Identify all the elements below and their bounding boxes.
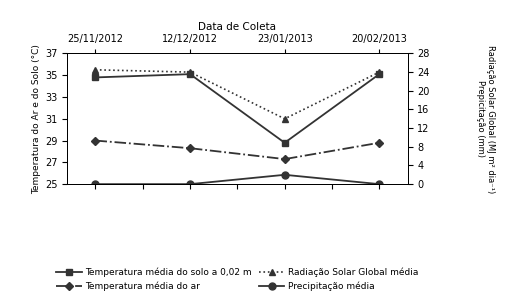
Line: Precipitação média: Precipitação média [92, 171, 383, 188]
Legend: Temperatura média do solo a 0,02 m, Temperatura média do ar, Radiação Solar Glob: Temperatura média do solo a 0,02 m, Temp… [55, 265, 420, 293]
Radiação Solar Global média [282, 117, 288, 121]
Temperatura média do solo a 0,02 m [282, 141, 288, 145]
Temperatura média do ar [92, 139, 99, 142]
Radiação Solar Global média [92, 68, 99, 72]
Temperatura média do ar [282, 157, 288, 161]
Temperatura média do ar [187, 146, 193, 150]
Radiação Solar Global média [376, 70, 382, 74]
Temperatura média do solo a 0,02 m [187, 72, 193, 76]
Y-axis label: Temperatura do Ar e do Solo (°C): Temperatura do Ar e do Solo (°C) [31, 44, 41, 194]
Y-axis label: Radiação Solar Global (MJ m² dia⁻¹)
Prepicitação (mm): Radiação Solar Global (MJ m² dia⁻¹) Prep… [476, 45, 495, 193]
Temperatura média do ar [376, 141, 382, 145]
Line: Temperatura média do ar: Temperatura média do ar [93, 138, 382, 162]
Precipitação média [92, 182, 99, 186]
Radiação Solar Global média [187, 70, 193, 74]
Line: Temperatura média do solo a 0,02 m: Temperatura média do solo a 0,02 m [92, 71, 383, 146]
Line: Radiação Solar Global média: Radiação Solar Global média [92, 66, 383, 122]
Precipitação média [282, 173, 288, 177]
Precipitação média [376, 182, 382, 186]
X-axis label: Data de Coleta: Data de Coleta [198, 22, 277, 32]
Temperatura média do solo a 0,02 m [376, 72, 382, 76]
Temperatura média do solo a 0,02 m [92, 76, 99, 79]
Precipitação média [187, 182, 193, 186]
